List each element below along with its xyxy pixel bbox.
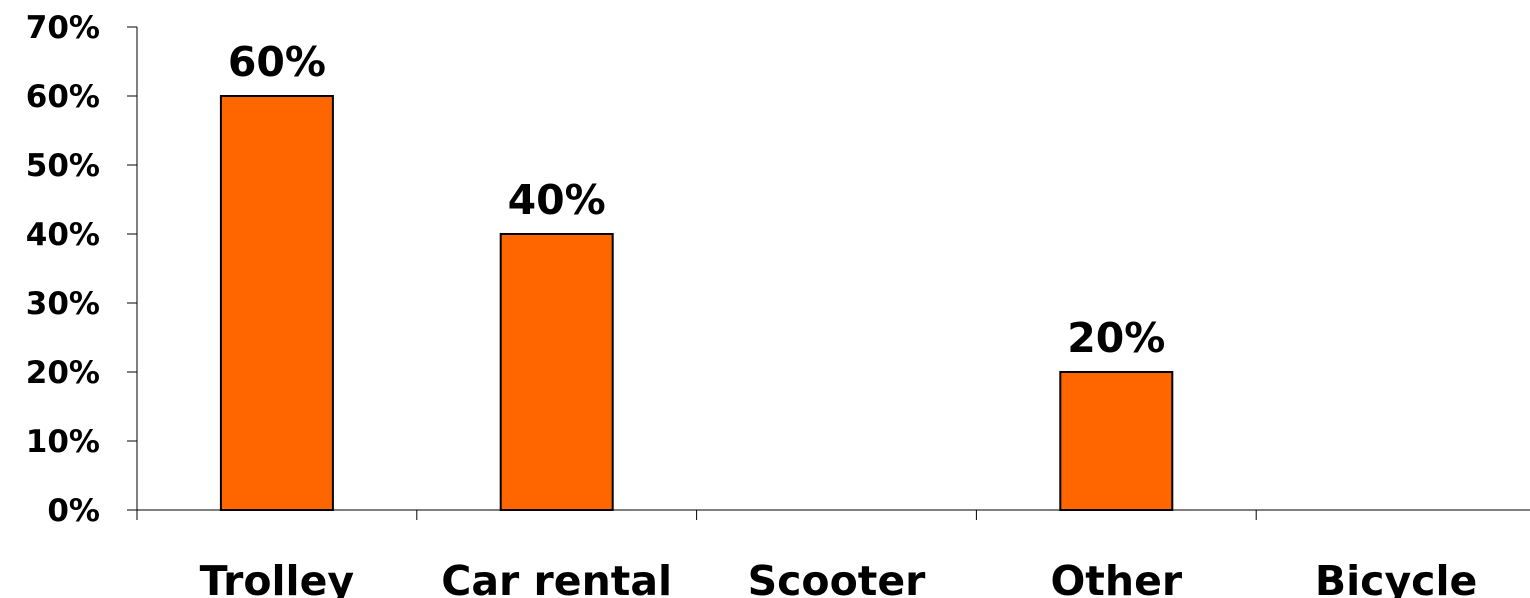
- y-axis: 0% 10% 20% 30% 40% 50% 60% 70%: [26, 10, 138, 529]
- bars: [219, 95, 1174, 511]
- data-labels: 60% 40% 20%: [228, 38, 1166, 362]
- x-tick-label: Car rental: [441, 557, 672, 598]
- x-axis: Trolley Car rental Scooter Other Bicycle: [136, 509, 1530, 598]
- y-tick-label: 30%: [26, 286, 100, 322]
- y-tick-label: 70%: [26, 10, 100, 46]
- data-label: 40%: [508, 176, 606, 224]
- y-tick-label: 0%: [47, 493, 100, 529]
- data-label: 60%: [228, 38, 326, 86]
- x-tick-label: Bicycle: [1315, 557, 1478, 598]
- data-label: 20%: [1067, 314, 1165, 362]
- y-tick-label: 10%: [26, 424, 100, 460]
- y-tick-label: 40%: [26, 217, 100, 253]
- bar-other: [1059, 371, 1174, 511]
- y-tick-label: 50%: [26, 148, 100, 184]
- bar-car-rental: [499, 233, 614, 511]
- bar-trolley: [219, 95, 334, 511]
- x-tick-label: Other: [1050, 557, 1182, 598]
- x-tick-label: Scooter: [748, 557, 927, 598]
- y-tick-label: 60%: [26, 79, 100, 115]
- y-tick-label: 20%: [26, 355, 100, 391]
- x-tick-label: Trolley: [200, 557, 355, 598]
